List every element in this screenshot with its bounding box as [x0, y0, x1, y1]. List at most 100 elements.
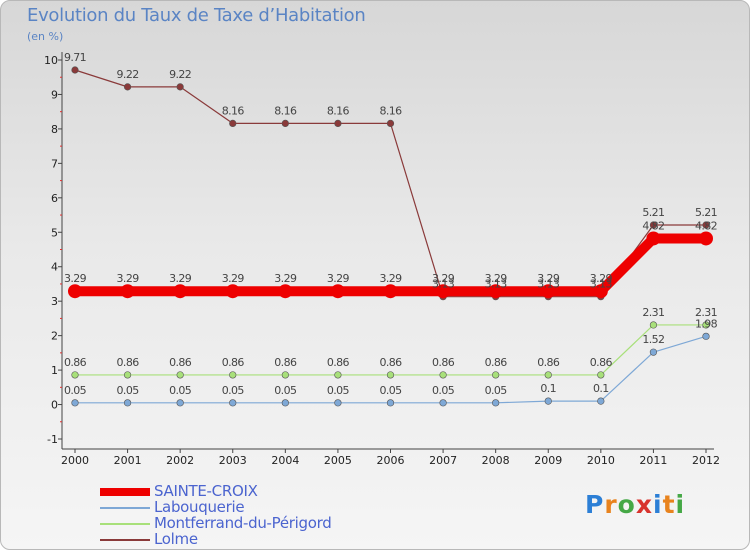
data-label: 0.05 — [432, 384, 455, 397]
data-label: 4.82 — [695, 219, 717, 232]
x-tick-label: 2005 — [324, 454, 352, 467]
data-point — [278, 284, 293, 299]
legend-label: Lolme — [154, 530, 198, 548]
data-point — [593, 284, 608, 299]
x-tick-label: 2003 — [219, 454, 247, 467]
data-label: 0.05 — [327, 384, 350, 397]
data-point — [281, 399, 289, 407]
logo-letter: o — [617, 490, 636, 519]
y-tick-label: 10 — [44, 54, 58, 67]
data-label: 3.29 — [485, 272, 508, 285]
data-point — [176, 371, 184, 379]
data-point — [334, 371, 342, 379]
data-label: 3.13 — [432, 278, 455, 291]
data-label: 3.13 — [537, 278, 560, 291]
data-label: 0.05 — [379, 384, 402, 397]
data-label: 0.05 — [222, 384, 245, 397]
data-label: 0.86 — [169, 356, 192, 369]
data-point — [649, 348, 658, 356]
data-label: 3.13 — [590, 278, 613, 291]
data-point — [334, 399, 342, 407]
data-point — [281, 119, 289, 127]
data-point — [281, 371, 289, 379]
legend-swatch — [100, 507, 150, 509]
data-label: 3.29 — [64, 272, 87, 285]
data-label: 0.05 — [64, 384, 87, 397]
data-label: 0.1 — [593, 382, 609, 395]
data-point — [68, 284, 82, 299]
data-label: 8.16 — [274, 104, 297, 117]
y-tick-label: 1 — [51, 364, 58, 377]
data-point — [173, 284, 188, 299]
data-point — [488, 284, 503, 299]
data-point — [229, 119, 237, 127]
data-point — [699, 231, 713, 246]
data-point — [649, 321, 658, 329]
data-point — [597, 397, 605, 405]
data-point — [646, 231, 661, 246]
data-point — [71, 66, 79, 74]
chart-subtitle: (en %) — [27, 30, 64, 43]
data-label: 5.21 — [695, 206, 717, 219]
data-point — [176, 83, 184, 91]
x-tick-label: 2004 — [271, 454, 299, 467]
data-point — [71, 399, 79, 407]
logo-letter: t — [662, 490, 676, 519]
data-point — [386, 119, 395, 127]
data-point — [334, 119, 342, 127]
data-label: 2.31 — [695, 306, 717, 319]
data-point — [330, 284, 345, 299]
data-point — [229, 399, 237, 407]
data-label: 3.13 — [485, 278, 508, 291]
x-tick-label: 2009 — [534, 454, 562, 467]
data-point — [123, 371, 132, 379]
x-tick-label: 2010 — [587, 454, 615, 467]
data-point — [597, 371, 605, 379]
data-point — [123, 83, 132, 91]
data-label: 0.86 — [485, 356, 508, 369]
data-label: 0.05 — [169, 384, 192, 397]
data-point — [386, 371, 395, 379]
logo-letter: P — [585, 490, 605, 519]
data-point — [225, 284, 240, 299]
data-label: 5.21 — [642, 206, 664, 219]
data-point — [386, 399, 395, 407]
legend-label: Montferrand-du-Périgord — [154, 514, 332, 532]
data-label: 3.29 — [590, 272, 613, 285]
logo-letter: i — [675, 490, 686, 519]
data-label: 3.29 — [379, 272, 402, 285]
y-tick-label: 8 — [51, 123, 58, 136]
data-point — [702, 221, 710, 229]
y-tick-label: -1 — [47, 433, 58, 446]
x-tick-label: 2011 — [639, 454, 667, 467]
legend-swatch — [100, 488, 150, 496]
data-point — [649, 221, 658, 229]
logo-letter: i — [653, 490, 663, 519]
data-label: 3.29 — [222, 272, 245, 285]
data-label: 0.86 — [379, 356, 402, 369]
x-tick-label: 2000 — [61, 454, 89, 467]
logo-letter: r — [604, 490, 618, 519]
logo-letter: x — [635, 490, 653, 519]
data-label: 0.05 — [117, 384, 140, 397]
legend-swatch — [100, 523, 150, 525]
chart-title: Evolution du Taux de Taxe d’Habitation — [27, 5, 366, 26]
data-label: 3.29 — [274, 272, 297, 285]
data-label: 3.29 — [432, 272, 455, 285]
x-tick-label: 2007 — [429, 454, 457, 467]
y-tick-label: 3 — [51, 295, 58, 308]
data-label: 9.22 — [169, 68, 191, 81]
data-label: 0.05 — [485, 384, 508, 397]
data-label: 9.71 — [64, 51, 86, 64]
y-tick-label: 5 — [51, 226, 58, 239]
data-label: 4.82 — [642, 219, 664, 232]
y-tick-label: 9 — [51, 88, 58, 101]
data-point — [702, 332, 710, 340]
data-label: 0.86 — [432, 356, 455, 369]
data-label: 0.86 — [537, 356, 560, 369]
x-tick-label: 2008 — [482, 454, 510, 467]
legend-swatch — [100, 539, 150, 541]
data-point — [120, 284, 135, 299]
